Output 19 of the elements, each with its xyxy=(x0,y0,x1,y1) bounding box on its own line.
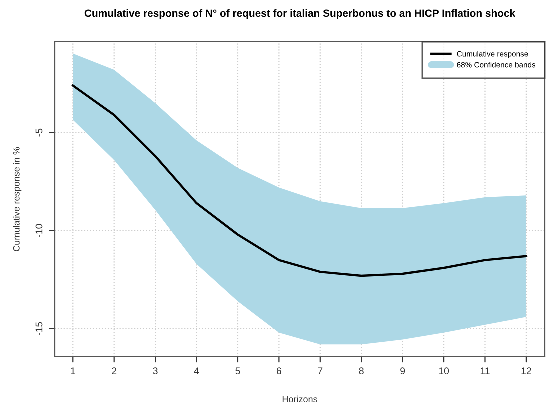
y-tick-label: -15 xyxy=(36,322,43,336)
x-tick-label: 9 xyxy=(400,368,406,375)
y-tick-label: -10 xyxy=(36,224,43,238)
x-tick-label: 2 xyxy=(112,368,117,374)
x-tick-label: 1 xyxy=(71,368,76,374)
y-tick-label: -5 xyxy=(36,128,43,137)
x-tick-label: 6 xyxy=(276,368,282,375)
chart-title: Cumulative response of N° of request for italian Superbonus to an HICP Inflation shock xyxy=(84,9,516,20)
x-tick-label: 5 xyxy=(236,368,240,375)
x-tick-label: 10 xyxy=(439,368,450,375)
x-tick-label: 4 xyxy=(194,368,200,374)
x-tick-label: 3 xyxy=(153,368,158,375)
line-series xyxy=(72,84,528,278)
x-tick-label: 8 xyxy=(359,368,364,375)
y-axis-title: Cumulative response in % xyxy=(13,147,22,252)
x-tick-label: 11 xyxy=(480,368,490,374)
x-tick-label: 7 xyxy=(318,368,323,374)
x-tick-label: 12 xyxy=(522,368,532,374)
x-axis-title: Horizons xyxy=(282,396,318,403)
